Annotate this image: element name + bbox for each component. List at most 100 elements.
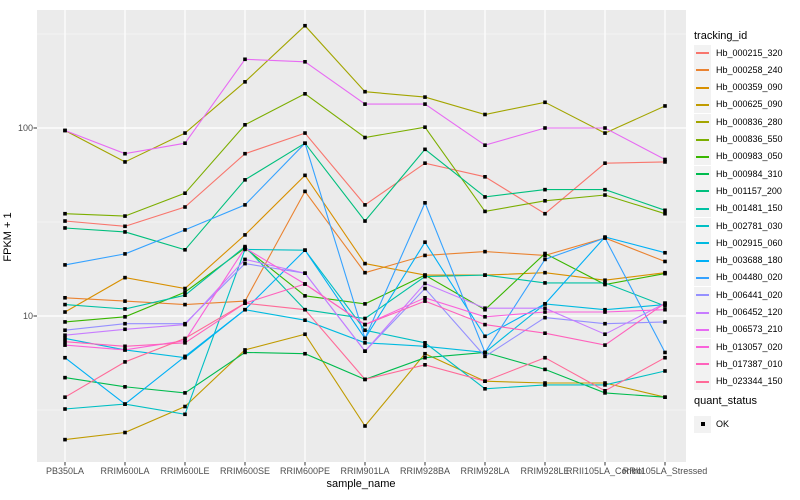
- data-point-marker: [543, 253, 547, 258]
- data-point-marker: [603, 343, 607, 347]
- data-point-marker: [663, 104, 667, 108]
- data-point-marker: [423, 363, 427, 367]
- data-point-marker: [63, 328, 67, 333]
- legend-key-Hb_002915_060: [694, 234, 711, 252]
- data-point-marker: [663, 369, 667, 373]
- data-point-marker: [363, 316, 367, 321]
- data-point-marker: [543, 187, 547, 192]
- panel-background: [37, 10, 686, 462]
- data-point-marker: [123, 214, 127, 218]
- data-point-marker: [63, 320, 67, 324]
- data-point-marker: [543, 211, 547, 216]
- data-point-marker: [63, 302, 67, 307]
- legend-key-Hb_002781_030: [694, 217, 711, 235]
- data-point-marker: [363, 341, 367, 345]
- data-point-marker: [603, 383, 607, 387]
- data-point-marker: [423, 341, 427, 345]
- data-point-marker: [423, 355, 427, 360]
- legend-label-Hb_006573_210: Hb_006573_210: [716, 324, 783, 335]
- data-point-marker: [243, 178, 247, 182]
- data-point-marker: [183, 391, 187, 395]
- x-axis-title: sample_name: [326, 478, 396, 490]
- data-point-marker: [663, 395, 667, 399]
- data-point-marker: [363, 135, 367, 140]
- legend-label-Hb_003688_180: Hb_003688_180: [716, 255, 783, 266]
- data-point-marker: [603, 391, 607, 395]
- data-point-marker: [123, 299, 127, 303]
- legend-key-Hb_000215_320: [694, 44, 711, 62]
- legend-swatch-line: [696, 380, 709, 383]
- data-point-marker: [303, 332, 307, 337]
- legend-label-quant-OK: OK: [716, 418, 730, 429]
- x-tick-label: RRIM928LE: [520, 466, 570, 476]
- data-point-marker: [603, 281, 607, 285]
- data-point-marker: [303, 307, 307, 312]
- data-point-marker: [363, 89, 367, 94]
- legend-key-Hb_000359_090: [694, 79, 711, 97]
- data-point-marker: [303, 248, 307, 252]
- legend-label-Hb_001157_200: Hb_001157_200: [716, 185, 782, 196]
- data-point-marker: [63, 355, 67, 360]
- data-point-marker: [63, 343, 67, 347]
- data-point-marker: [183, 205, 187, 209]
- legend-label-Hb_017387_010: Hb_017387_010: [716, 358, 783, 369]
- data-point-marker: [243, 257, 247, 262]
- data-point-marker: [423, 253, 427, 258]
- data-point-marker: [63, 336, 67, 341]
- data-point-marker: [603, 236, 607, 240]
- x-tick-label: PB350LA: [45, 466, 85, 476]
- legend-label-Hb_006452_120: Hb_006452_120: [716, 307, 783, 317]
- data-point-marker: [183, 290, 187, 294]
- data-point-marker: [63, 437, 67, 442]
- data-point-marker: [543, 270, 547, 275]
- data-point-marker: [483, 249, 487, 254]
- data-point-marker: [183, 336, 187, 341]
- data-point-marker: [183, 302, 187, 307]
- legend-swatch-line: [696, 346, 709, 349]
- data-point-marker: [303, 173, 307, 178]
- data-point-marker: [363, 322, 367, 327]
- legend-title-quant-status: quant_status: [694, 395, 757, 407]
- data-point-marker: [483, 315, 487, 319]
- data-point-marker: [123, 327, 127, 332]
- data-point-marker: [123, 151, 127, 156]
- data-point-marker: [243, 348, 247, 352]
- data-point-marker: [603, 310, 607, 314]
- data-point-marker: [543, 310, 547, 314]
- legend-key-Hb_001157_200: [694, 182, 711, 200]
- data-point-marker: [663, 350, 667, 355]
- data-point-marker: [483, 273, 487, 277]
- data-point-marker: [483, 379, 487, 383]
- x-tick-label: RRIM600LE: [160, 466, 210, 476]
- data-point-marker: [483, 175, 487, 179]
- legend-label-Hb_000258_240: Hb_000258_240: [716, 64, 783, 75]
- data-point-marker: [603, 389, 607, 393]
- legend-swatch-line: [696, 311, 709, 314]
- x-tick-label: RRIM928BA: [399, 466, 451, 476]
- data-point-marker: [183, 293, 187, 298]
- data-point-marker: [423, 344, 427, 349]
- data-point-marker: [303, 294, 307, 298]
- data-point-marker: [123, 430, 127, 435]
- data-point-marker: [243, 301, 247, 305]
- data-point-marker: [543, 367, 547, 372]
- legend-key-Hb_004480_020: [694, 269, 711, 287]
- data-point-marker: [483, 143, 487, 148]
- data-point-marker: [183, 247, 187, 252]
- legend-label-Hb_000359_090: Hb_000359_090: [716, 82, 783, 93]
- legend-key-Hb_001481_150: [694, 200, 711, 218]
- data-point-marker: [303, 23, 307, 28]
- x-tick-label: RRII105LA_Control: [565, 466, 645, 476]
- black-square-marker-icon: [700, 422, 705, 426]
- data-point-marker: [63, 263, 67, 267]
- data-point-marker: [303, 282, 307, 286]
- legend-title-tracking-id: tracking_id: [694, 30, 748, 42]
- legend-swatch-line: [696, 242, 709, 245]
- data-point-marker: [423, 161, 427, 165]
- data-point-marker: [183, 338, 187, 343]
- x-tick-label: RRIM600SE: [219, 466, 271, 476]
- legend-swatch-line: [696, 259, 709, 262]
- data-point-marker: [63, 310, 67, 314]
- data-point-marker: [543, 306, 547, 311]
